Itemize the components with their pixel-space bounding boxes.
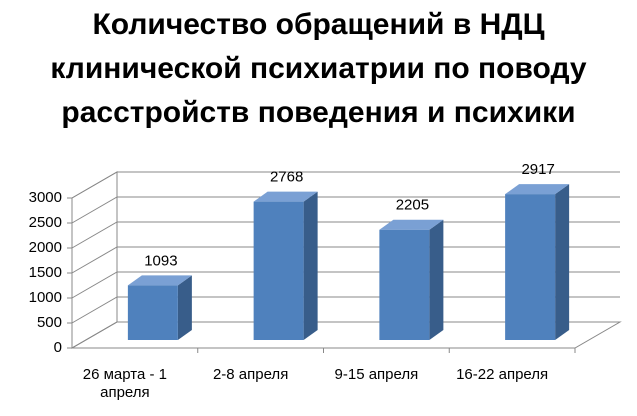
- bar: [127, 275, 192, 340]
- value-label: 1093: [144, 252, 177, 269]
- chart-title: Количество обращений в НДЦ: [92, 8, 545, 41]
- value-label: 2768: [270, 169, 303, 186]
- grid-line: [71, 271, 620, 299]
- bar-side: [177, 275, 192, 340]
- grid-line: [71, 321, 620, 349]
- bar: [253, 191, 318, 340]
- chart-title: расстройств поведения и психики: [61, 96, 576, 129]
- bar-side: [303, 191, 318, 340]
- bar: [379, 219, 444, 340]
- grid-line: [71, 296, 620, 324]
- x-tick-label: 26 марта - 1 апреля: [82, 366, 167, 401]
- y-tick-label: 3000: [29, 189, 62, 206]
- x-tick-label: 2-8 апреля: [212, 366, 289, 383]
- bar-side: [429, 219, 444, 340]
- y-tick-label: 0: [54, 339, 62, 356]
- x-tick-label: 9-15 апреля: [334, 366, 419, 383]
- grid-line: [71, 221, 620, 249]
- y-tick-label: 1500: [29, 264, 62, 281]
- y-tick-label: 1000: [29, 289, 62, 306]
- y-tick-label: 2000: [29, 239, 62, 256]
- bar-top: [505, 184, 570, 195]
- bar-top: [253, 191, 318, 202]
- bar-front: [379, 229, 430, 340]
- bar: [505, 184, 570, 340]
- bar-front: [127, 285, 178, 340]
- chart-title: клинической психиатрии по поводу: [50, 52, 587, 85]
- bar-top: [379, 219, 444, 230]
- bar-front: [253, 201, 304, 340]
- grid-line: [71, 171, 620, 199]
- bar-front: [505, 194, 556, 340]
- value-label: 2205: [396, 197, 429, 214]
- y-tick-label: 500: [37, 314, 62, 331]
- bar-top: [127, 275, 192, 286]
- grid-line: [71, 246, 620, 274]
- x-tick-label: 16-22 апреля: [456, 366, 549, 383]
- value-label: 2917: [521, 161, 554, 178]
- bar-side: [555, 184, 570, 340]
- y-tick-label: 2500: [29, 214, 62, 231]
- grid-line: [71, 196, 620, 224]
